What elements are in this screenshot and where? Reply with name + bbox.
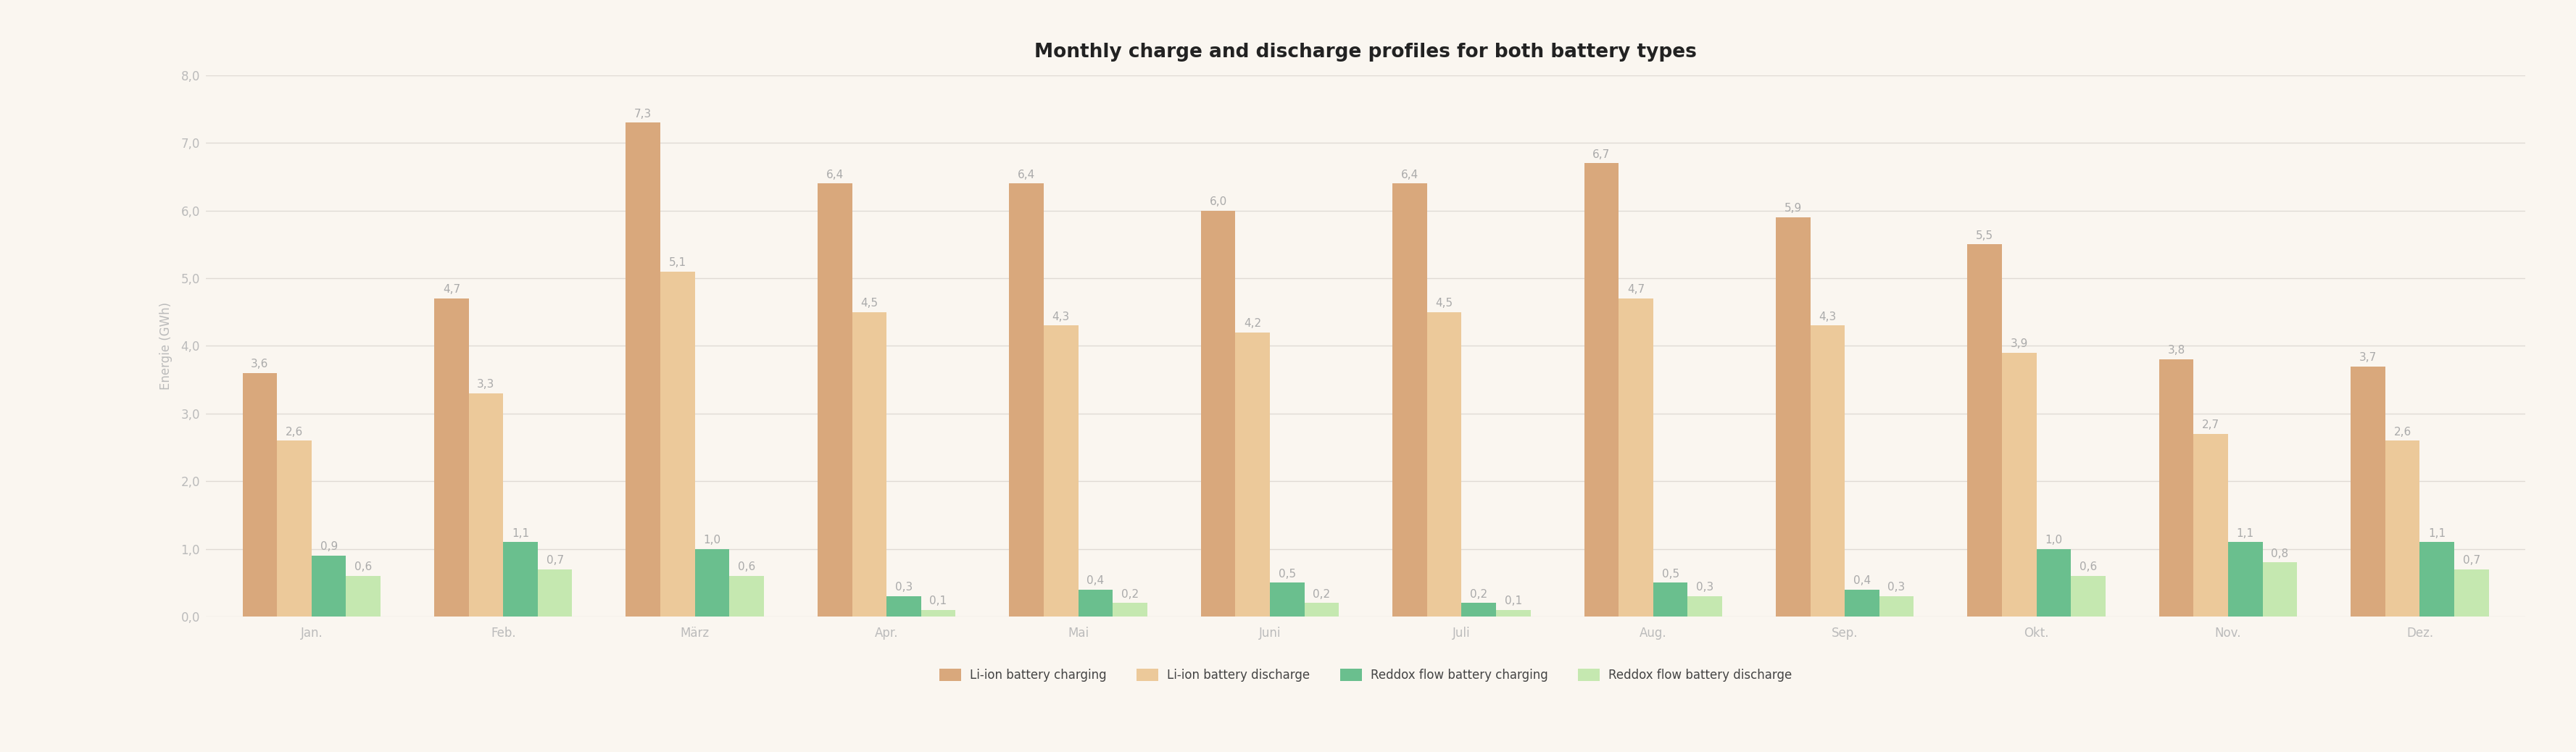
Bar [1878, 596, 1914, 617]
Bar [2262, 562, 2295, 617]
Text: 7,3: 7,3 [634, 108, 652, 120]
Text: 2,6: 2,6 [2393, 426, 2411, 437]
Text: 0,6: 0,6 [2079, 562, 2097, 573]
Text: 0,6: 0,6 [355, 562, 371, 573]
Text: 0,8: 0,8 [2269, 548, 2287, 559]
Bar [1270, 583, 1303, 617]
Bar [2452, 569, 2488, 617]
Text: 3,6: 3,6 [250, 359, 268, 369]
Text: 0,3: 0,3 [1888, 582, 1904, 593]
Bar [2228, 542, 2262, 617]
Bar [1010, 183, 1043, 617]
Text: 0,6: 0,6 [737, 562, 755, 573]
Text: 6,7: 6,7 [1592, 149, 1610, 159]
Text: 0,2: 0,2 [1311, 589, 1329, 600]
Bar [886, 596, 920, 617]
Bar [1844, 590, 1878, 617]
Text: 0,4: 0,4 [1852, 575, 1870, 587]
Bar [435, 299, 469, 617]
Text: 4,5: 4,5 [1435, 298, 1453, 308]
Text: 0,9: 0,9 [319, 541, 337, 552]
Bar [1968, 244, 2002, 617]
Bar [1584, 163, 1618, 617]
Bar [1618, 299, 1654, 617]
Text: 1,1: 1,1 [513, 528, 528, 538]
Bar [2385, 441, 2419, 617]
Text: 0,5: 0,5 [1662, 569, 1680, 579]
Bar [2192, 434, 2228, 617]
Bar [853, 312, 886, 617]
Bar [1043, 326, 1077, 617]
Bar [312, 556, 345, 617]
Text: 4,7: 4,7 [443, 284, 461, 295]
Legend: Li-ion battery charging, Li-ion battery discharge, Reddox flow battery charging,: Li-ion battery charging, Li-ion battery … [935, 663, 1795, 687]
Text: 1,0: 1,0 [2045, 535, 2061, 546]
Bar [469, 393, 502, 617]
Text: 3,7: 3,7 [2360, 352, 2375, 362]
Text: 6,4: 6,4 [827, 169, 842, 180]
Bar [1303, 603, 1340, 617]
Text: 0,3: 0,3 [1695, 582, 1713, 593]
Text: 5,1: 5,1 [670, 257, 685, 268]
Bar [1654, 583, 1687, 617]
Bar [817, 183, 853, 617]
Text: 4,3: 4,3 [1051, 311, 1069, 322]
Bar [1461, 603, 1497, 617]
Text: 3,9: 3,9 [2009, 338, 2027, 349]
Bar [1811, 326, 1844, 617]
Bar [502, 542, 538, 617]
Bar [1775, 217, 1811, 617]
Bar [1234, 332, 1270, 617]
Text: 0,3: 0,3 [894, 582, 912, 593]
Text: 0,2: 0,2 [1121, 589, 1139, 600]
Bar [2349, 366, 2385, 617]
Bar [242, 373, 278, 617]
Text: 0,2: 0,2 [1468, 589, 1486, 600]
Bar [1497, 610, 1530, 617]
Y-axis label: Energie (GWh): Energie (GWh) [160, 302, 173, 390]
Text: 5,9: 5,9 [1783, 203, 1801, 214]
Text: 4,2: 4,2 [1244, 318, 1262, 329]
Text: 0,7: 0,7 [2463, 555, 2481, 566]
Title: Monthly charge and discharge profiles for both battery types: Monthly charge and discharge profiles fo… [1033, 43, 1698, 62]
Bar [920, 610, 956, 617]
Text: 4,7: 4,7 [1625, 284, 1643, 295]
Text: 1,0: 1,0 [703, 535, 721, 546]
Bar [2159, 359, 2192, 617]
Bar [1427, 312, 1461, 617]
Bar [538, 569, 572, 617]
Bar [696, 549, 729, 617]
Text: 0,1: 0,1 [1504, 596, 1522, 606]
Bar [2419, 542, 2452, 617]
Bar [1687, 596, 1721, 617]
Bar [2071, 576, 2105, 617]
Text: 0,1: 0,1 [930, 596, 948, 606]
Bar [2002, 353, 2035, 617]
Bar [1391, 183, 1427, 617]
Text: 0,7: 0,7 [546, 555, 564, 566]
Text: 4,3: 4,3 [1819, 311, 1837, 322]
Bar [278, 441, 312, 617]
Text: 1,1: 1,1 [2236, 528, 2254, 538]
Text: 0,5: 0,5 [1278, 569, 1296, 579]
Text: 6,4: 6,4 [1018, 169, 1036, 180]
Bar [1077, 590, 1113, 617]
Text: 3,8: 3,8 [2166, 345, 2184, 356]
Text: 1,1: 1,1 [2427, 528, 2445, 538]
Bar [1200, 211, 1234, 617]
Bar [729, 576, 762, 617]
Text: 2,6: 2,6 [286, 426, 304, 437]
Text: 5,5: 5,5 [1976, 230, 1994, 241]
Bar [1113, 603, 1146, 617]
Text: 0,4: 0,4 [1087, 575, 1105, 587]
Text: 4,5: 4,5 [860, 298, 878, 308]
Bar [659, 271, 696, 617]
Bar [345, 576, 381, 617]
Text: 6,4: 6,4 [1401, 169, 1419, 180]
Text: 3,3: 3,3 [477, 379, 495, 390]
Bar [2035, 549, 2071, 617]
Bar [626, 123, 659, 617]
Text: 6,0: 6,0 [1208, 196, 1226, 207]
Text: 2,7: 2,7 [2202, 420, 2218, 430]
